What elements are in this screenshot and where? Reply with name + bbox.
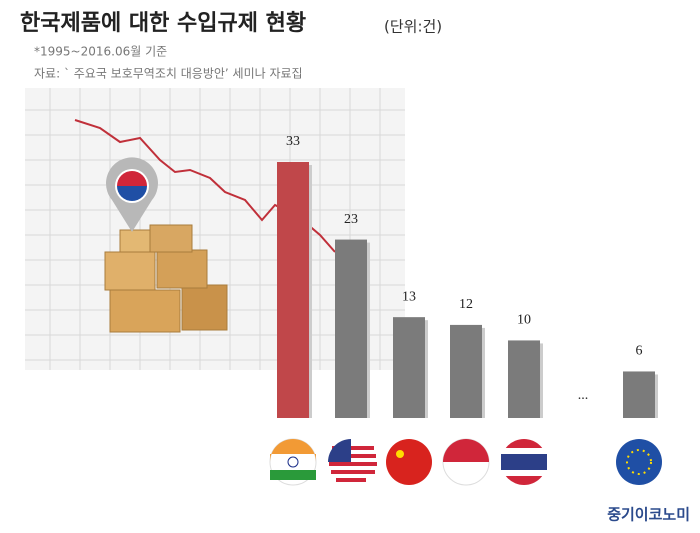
brand: 중기이코노미 [607,506,690,524]
bar [508,340,540,418]
bar [450,324,482,418]
value-label: 10 [517,313,531,328]
bar [335,239,367,418]
value-label: 23 [344,212,358,227]
bar [393,317,425,418]
value-label: 12 [459,297,473,312]
bar [623,371,655,418]
unit: (단위:건) [384,18,442,36]
background-image [25,88,405,370]
note: *1995~2016.06월 기준 [34,45,167,59]
ellipsis: ... [578,388,589,403]
flags [269,438,662,486]
value-label: 13 [402,289,416,304]
value-label: 33 [286,134,300,149]
value-label: 6 [636,344,643,359]
bar [277,162,309,418]
title: 한국제품에 대한 수입규제 현황 [20,11,306,36]
note: 자료: ` 주요국 보호무역조치 대응방안’ 세미나 자료집 [34,67,303,81]
